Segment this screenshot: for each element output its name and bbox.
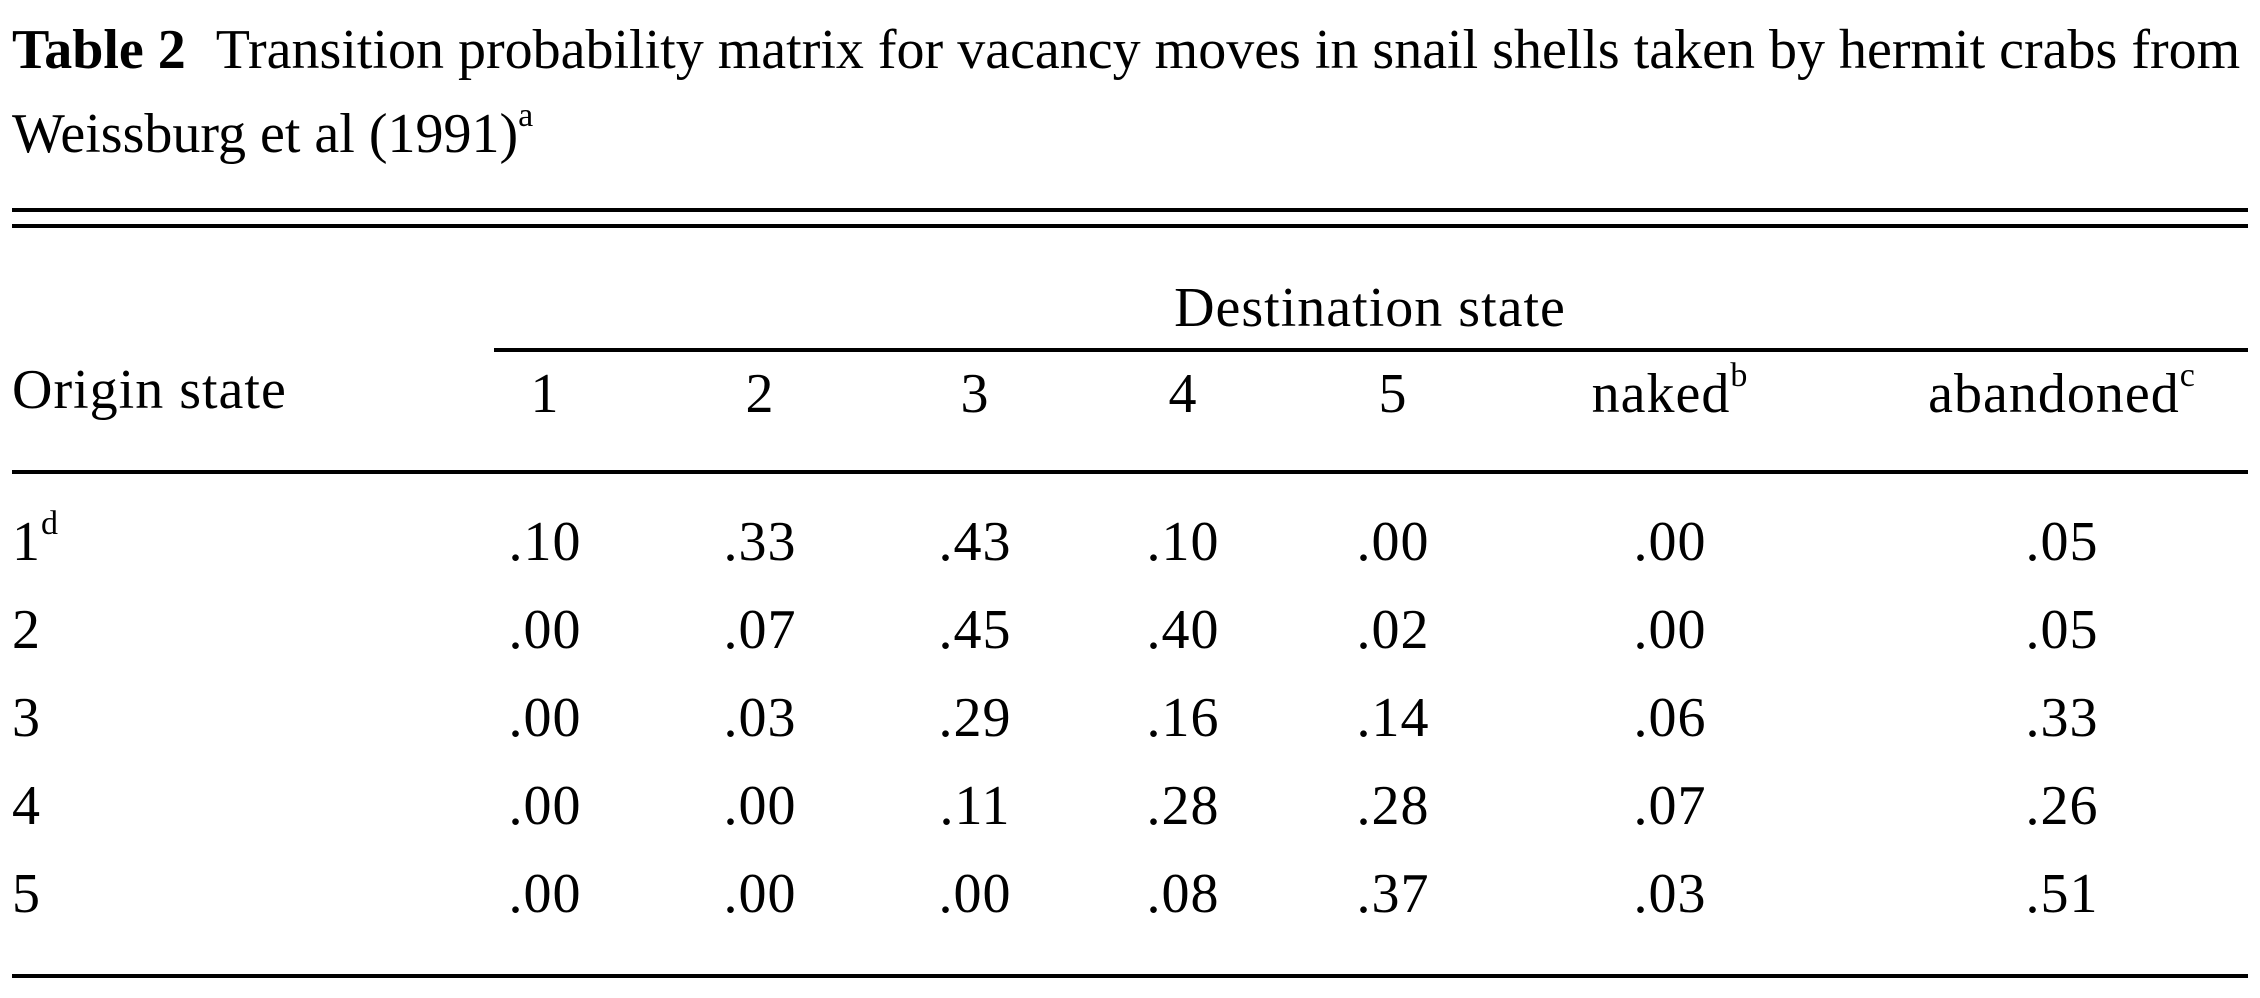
- destination-state-label: Destination state: [1174, 277, 1566, 339]
- table-cell: .05: [2025, 599, 2099, 661]
- table-cell: .10: [508, 511, 582, 573]
- destination-group-rule: [494, 348, 2248, 352]
- table-cell: .11: [939, 775, 1011, 837]
- column-header-4: 4: [1168, 363, 1198, 425]
- column-header-naked: nakedb: [1591, 357, 1749, 425]
- table-cell: .37: [1356, 863, 1430, 925]
- table-cell: .03: [723, 687, 797, 749]
- table-cell: .45: [938, 599, 1012, 661]
- caption-footnote-mark: a: [518, 97, 534, 135]
- table-cell: .08: [1146, 863, 1220, 925]
- table-cell: .43: [938, 511, 1012, 573]
- table-cell: .26: [2025, 775, 2099, 837]
- table-cell: .07: [723, 599, 797, 661]
- origin-state-header: Origin state: [12, 359, 287, 421]
- table-cell: .05: [2025, 511, 2099, 573]
- table-cell: .02: [1356, 599, 1430, 661]
- table-cell: .00: [938, 863, 1012, 925]
- origin-cell-4: 4: [12, 775, 41, 837]
- table-cell: .00: [508, 599, 582, 661]
- table-cell: .10: [1146, 511, 1220, 573]
- table-cell: .00: [723, 863, 797, 925]
- top-rule-upper: [12, 208, 2248, 212]
- table-cell: .16: [1146, 687, 1220, 749]
- bottom-rule: [12, 974, 2248, 978]
- origin-cell-2: 2: [12, 599, 41, 661]
- table-cell: .00: [1633, 511, 1707, 573]
- table-cell: .51: [2025, 863, 2099, 925]
- table-cell: .00: [508, 775, 582, 837]
- table-cell: .29: [938, 687, 1012, 749]
- table-cell: .07: [1633, 775, 1707, 837]
- table-cell: .28: [1146, 775, 1220, 837]
- table-cell: .00: [1356, 511, 1430, 573]
- column-header-1: 1: [530, 363, 560, 425]
- table-cell: .14: [1356, 687, 1430, 749]
- column-header-2: 2: [745, 363, 775, 425]
- table-cell: .00: [1633, 599, 1707, 661]
- origin-cell-3: 3: [12, 687, 41, 749]
- table-cell: .33: [2025, 687, 2099, 749]
- column-header-abandoned: abandonedc: [1928, 357, 2196, 425]
- table-cell: .28: [1356, 775, 1430, 837]
- header-rule: [12, 470, 2248, 474]
- origin-cell-1: 1d: [12, 505, 59, 573]
- column-header-5: 5: [1378, 363, 1408, 425]
- table-cell: .00: [508, 863, 582, 925]
- top-rule-lower: [12, 224, 2248, 228]
- table-cell: .00: [508, 687, 582, 749]
- table-cell: .00: [723, 775, 797, 837]
- caption-text: Transition probability matrix for vacanc…: [12, 19, 2241, 165]
- table-caption: Table 2 Transition probability matrix for…: [12, 8, 2252, 176]
- column-header-3: 3: [960, 363, 990, 425]
- table-cell: .33: [723, 511, 797, 573]
- table-cell: .06: [1633, 687, 1707, 749]
- table-label: Table 2: [12, 19, 186, 81]
- table-cell: .40: [1146, 599, 1220, 661]
- table-cell: .03: [1633, 863, 1707, 925]
- origin-cell-5: 5: [12, 863, 41, 925]
